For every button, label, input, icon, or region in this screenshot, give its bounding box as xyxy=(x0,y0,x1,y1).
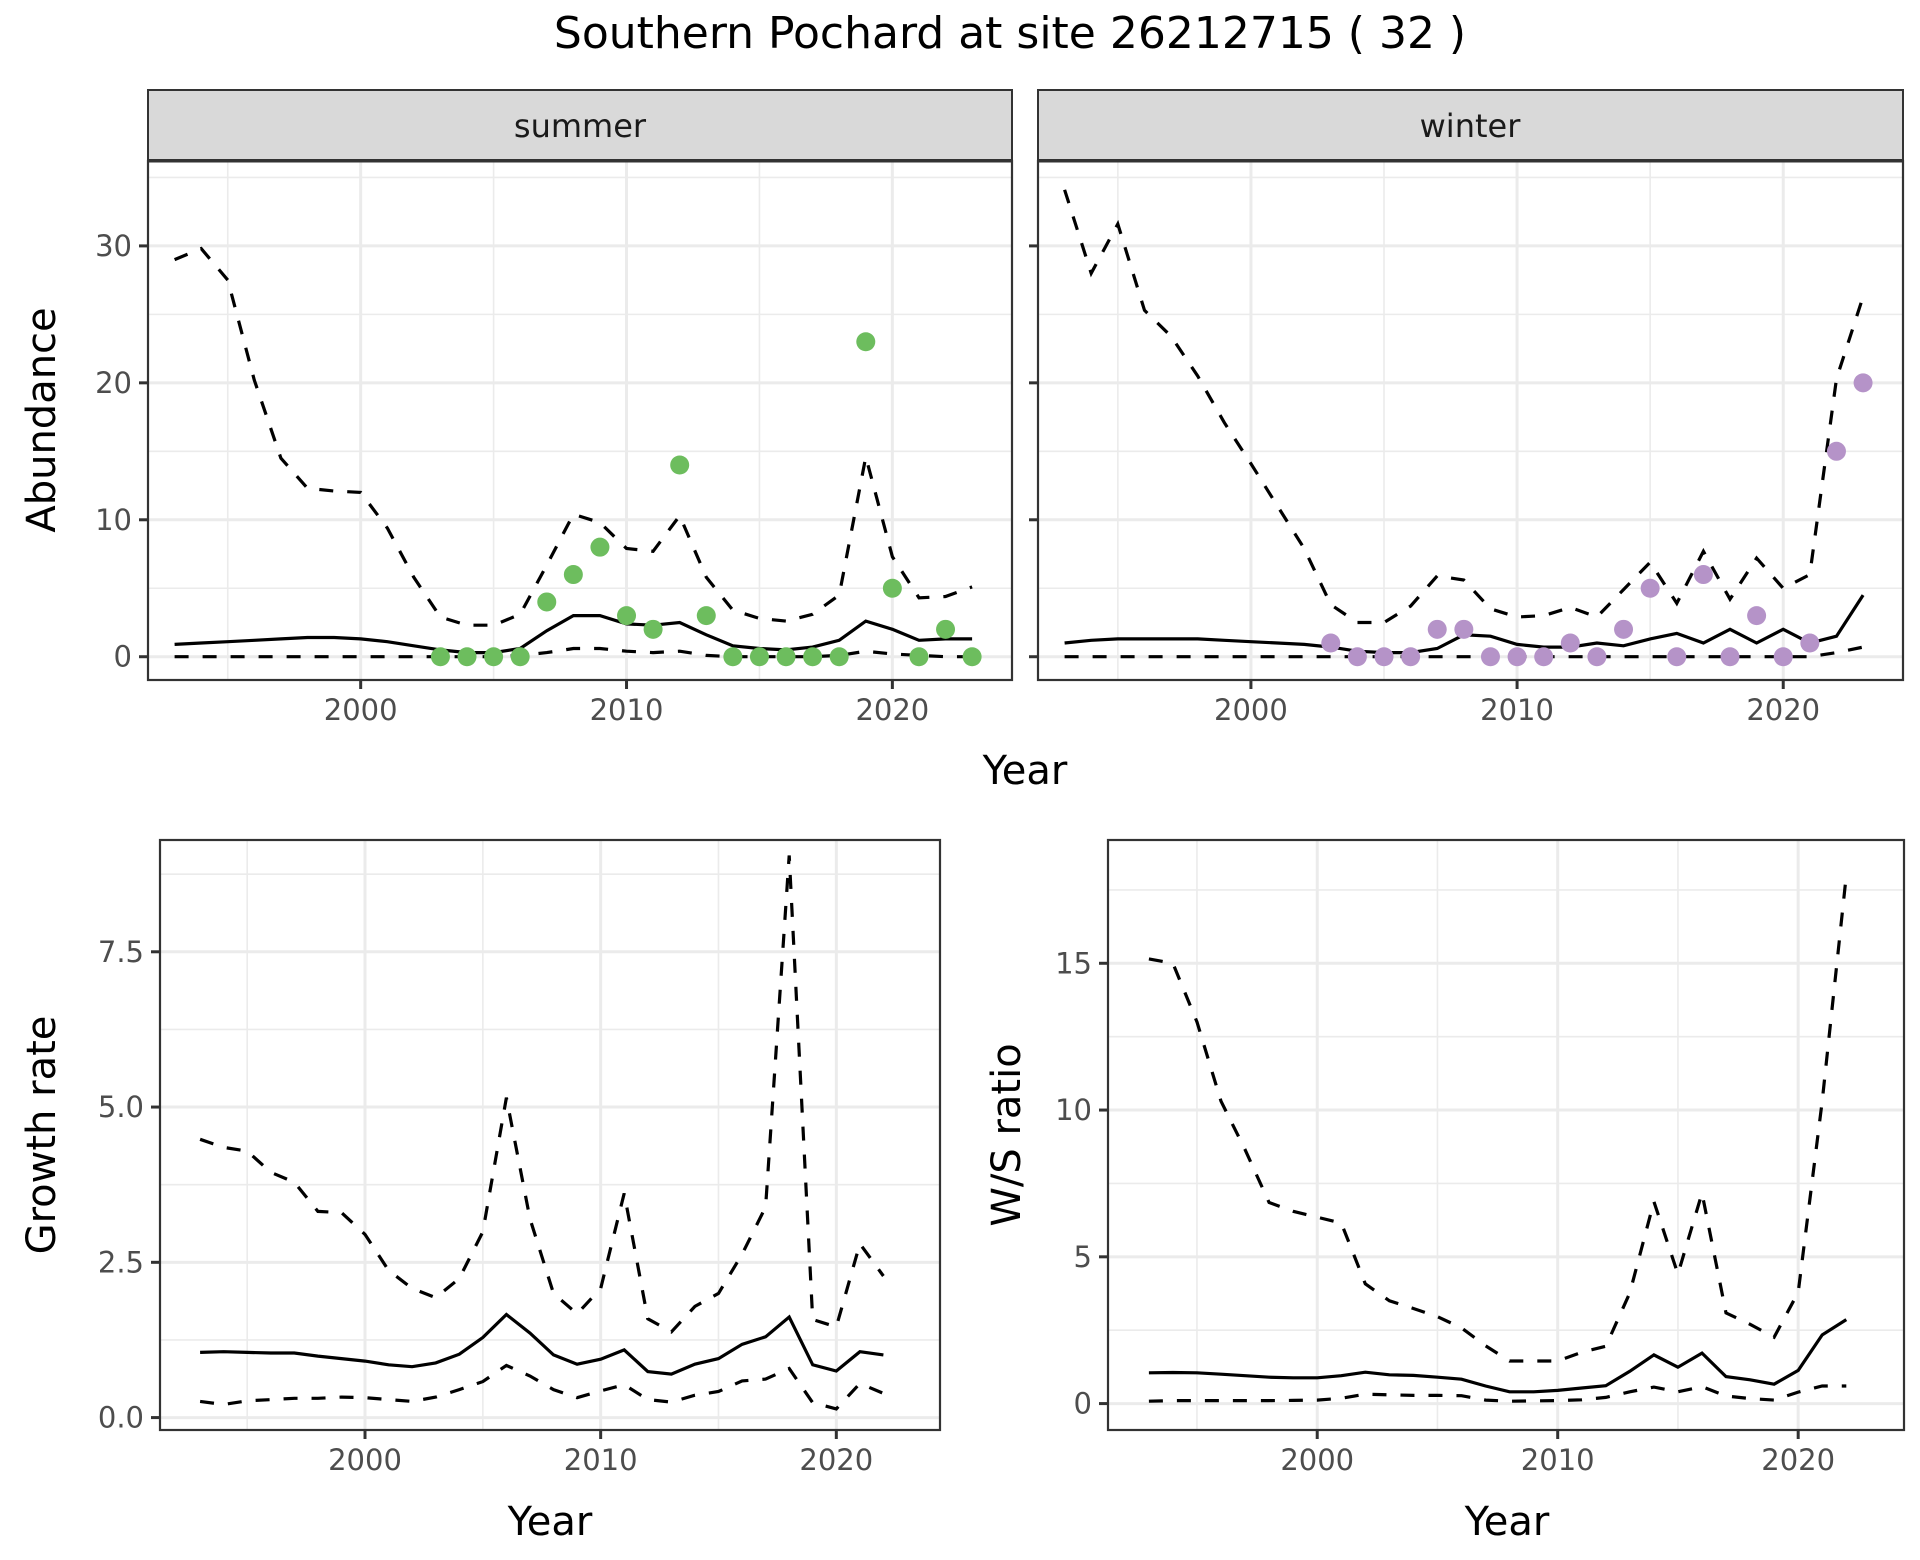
x-tick-label: 2000 xyxy=(1280,1443,1354,1477)
y-tick-label: 30 xyxy=(95,229,132,263)
x-axis-title-ws: Year xyxy=(1464,1499,1550,1545)
strip-winter xyxy=(1037,89,1904,161)
upper-ci-line xyxy=(1148,875,1848,1363)
y-axis-title-ws: W/S ratio xyxy=(984,1043,1030,1226)
y-tick-label: 0 xyxy=(114,640,132,674)
data-point-winter xyxy=(1401,647,1421,667)
data-point-summer xyxy=(962,647,982,667)
lower-ci-line xyxy=(1148,1384,1847,1403)
estimate-line xyxy=(1148,1318,1848,1394)
data-point-summer xyxy=(484,647,504,667)
data-point-winter xyxy=(1826,441,1846,461)
data-point-winter xyxy=(1321,633,1341,653)
x-tick-label: 2010 xyxy=(1480,693,1554,727)
estimate-line xyxy=(174,614,973,655)
x-tick-label: 2010 xyxy=(564,1443,638,1477)
data-point-winter xyxy=(1773,647,1793,667)
data-point-winter xyxy=(1427,619,1447,639)
x-tick-label: 2000 xyxy=(328,1443,402,1477)
data-point-winter xyxy=(1640,578,1660,598)
data-point-winter xyxy=(1720,647,1740,667)
panel-growth-rate: 2000 2010 2020 0.0 2.5 5.0 7.5 xyxy=(98,838,942,1477)
data-point-winter xyxy=(1587,647,1607,667)
x-tick-label: 2020 xyxy=(799,1443,873,1477)
data-point-summer xyxy=(510,647,530,667)
data-point-winter xyxy=(1347,647,1367,667)
y-tick-label: 0.0 xyxy=(98,1401,144,1435)
y-axis-title-abundance: Abundance xyxy=(19,307,65,532)
strip-summer xyxy=(147,89,1013,161)
y-axis-title-growth: Growth rate xyxy=(19,1016,65,1255)
x-axis-title-growth: Year xyxy=(507,1499,593,1545)
data-point-winter xyxy=(1667,647,1687,667)
data-point-winter xyxy=(1853,373,1873,393)
data-point-summer xyxy=(936,619,956,639)
y-tick-label: 0 xyxy=(1074,1387,1092,1421)
data-point-summer xyxy=(537,592,557,612)
upper-ci-line xyxy=(1063,189,1865,625)
x-tick-label: 2010 xyxy=(1521,1443,1595,1477)
data-point-winter xyxy=(1747,606,1767,626)
y-tick-label: 10 xyxy=(1055,1093,1092,1127)
data-point-summer xyxy=(617,606,637,626)
data-point-summer xyxy=(670,455,690,475)
data-point-summer xyxy=(696,606,716,626)
data-point-summer xyxy=(723,647,743,667)
data-point-summer xyxy=(643,619,663,639)
plot-background xyxy=(160,840,940,1430)
data-point-summer xyxy=(882,578,902,598)
strip-label-winter: winter xyxy=(1420,107,1522,145)
data-point-summer xyxy=(803,647,823,667)
y-tick-label: 7.5 xyxy=(98,935,144,969)
plot-background xyxy=(1108,840,1904,1430)
upper-ci-line xyxy=(199,855,885,1334)
data-point-summer xyxy=(856,332,876,352)
strip-label-summer: summer xyxy=(514,107,647,145)
y-tick-label: 5 xyxy=(1074,1240,1092,1274)
plot-background xyxy=(1038,161,1903,680)
data-point-summer xyxy=(563,565,583,585)
x-axis-title-top: Year xyxy=(982,748,1068,794)
panel-border xyxy=(1106,838,1906,1432)
data-point-summer xyxy=(457,647,477,667)
data-point-winter xyxy=(1454,619,1474,639)
lower-ci-line xyxy=(199,1363,885,1411)
y-tick-label: 15 xyxy=(1055,946,1092,980)
data-point-summer xyxy=(829,647,849,667)
data-point-winter xyxy=(1614,619,1634,639)
y-tick-label: 2.5 xyxy=(98,1245,144,1279)
x-tick-label: 2010 xyxy=(590,693,664,727)
panel-winter-abundance: 2000 2010 2020 xyxy=(1029,159,1905,727)
data-point-winter xyxy=(1693,565,1713,585)
data-point-summer xyxy=(909,647,929,667)
lower-ci-line xyxy=(1064,645,1864,659)
plot-background xyxy=(148,161,1012,680)
panel-summer-abundance: 2000 2010 2020 0 10 20 30 xyxy=(95,159,1014,727)
panel-border xyxy=(158,838,942,1432)
data-point-winter xyxy=(1507,647,1527,667)
x-tick-label: 2020 xyxy=(855,693,929,727)
figure-title: Southern Pochard at site 26212715 ( 32 ) xyxy=(554,8,1466,59)
x-tick-label: 2000 xyxy=(324,693,398,727)
data-point-summer xyxy=(749,647,769,667)
y-tick-label: 5.0 xyxy=(98,1090,144,1124)
data-point-summer xyxy=(430,647,450,667)
data-point-winter xyxy=(1374,647,1394,667)
data-point-summer xyxy=(776,647,796,667)
lower-ci-line xyxy=(174,646,973,659)
data-point-summer xyxy=(590,537,610,557)
estimate-line xyxy=(200,1312,884,1376)
data-point-winter xyxy=(1534,647,1554,667)
y-tick-label: 20 xyxy=(95,366,132,400)
data-point-winter xyxy=(1560,633,1580,653)
panel-ws-ratio: 2000 2010 2020 0 5 10 15 xyxy=(1055,838,1906,1477)
x-tick-label: 2020 xyxy=(1746,693,1820,727)
data-point-winter xyxy=(1800,633,1820,653)
data-point-winter xyxy=(1480,647,1500,667)
x-tick-label: 2020 xyxy=(1761,1443,1835,1477)
x-tick-label: 2000 xyxy=(1214,693,1288,727)
y-tick-label: 10 xyxy=(95,503,132,537)
